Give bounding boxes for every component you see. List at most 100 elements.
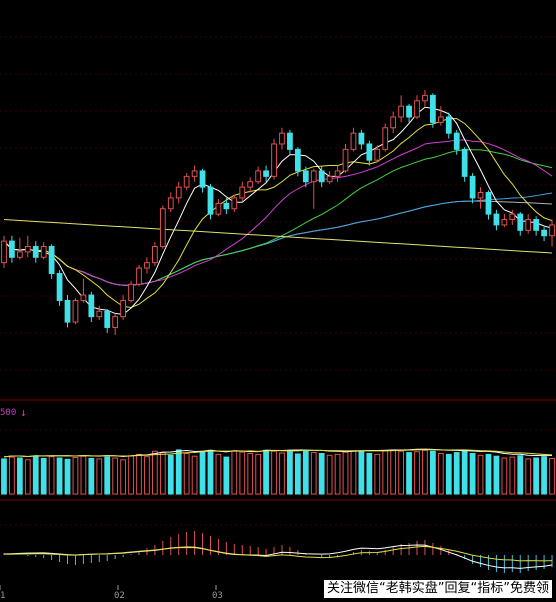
candle-body [287, 132, 293, 150]
volume-bar [350, 450, 357, 495]
volume-bar [64, 458, 71, 495]
volume-bar [453, 452, 460, 495]
candle-body [215, 202, 222, 215]
candle-body [342, 148, 349, 172]
x-tick-label: 1 [0, 591, 6, 601]
candle-body [175, 186, 182, 199]
volume-bar [501, 457, 508, 495]
volume-bar [207, 449, 214, 495]
volume-bar [493, 455, 500, 495]
candle-body [247, 181, 254, 188]
candle-body [525, 219, 532, 231]
x-tick-label: 03 [212, 591, 223, 601]
candle-body [422, 94, 428, 102]
macd-dea-line [3, 545, 553, 562]
volume-bar [445, 453, 452, 495]
volume-bar [390, 449, 397, 495]
down-arrow-icon: ↓ [20, 406, 27, 419]
candle-body [453, 132, 460, 150]
candle-body [493, 213, 500, 226]
volume-bar [16, 457, 23, 495]
candle-body [40, 245, 47, 258]
candle-body [509, 213, 516, 221]
volume-bar [533, 457, 540, 495]
candle-body [469, 175, 476, 199]
ma-250-line [3, 219, 553, 254]
candle-body [271, 143, 277, 177]
macd-dif-line [3, 544, 553, 569]
volume-bar [374, 453, 381, 495]
volume-bar [191, 455, 198, 495]
volume-bar [366, 453, 373, 495]
candle-body [390, 116, 397, 129]
candle-body [239, 186, 246, 199]
candle-body [406, 105, 412, 118]
volume-bar [414, 451, 420, 495]
volume-bar [302, 449, 309, 495]
volume-bar [294, 453, 301, 495]
candle-body [485, 192, 492, 215]
candle-body [549, 224, 555, 237]
volume-bar [32, 455, 39, 495]
volume-bar [358, 451, 365, 495]
volume-bar [88, 457, 95, 495]
candle-body [88, 294, 95, 318]
candle-body [310, 170, 317, 183]
volume-bar [223, 456, 230, 495]
volume-bar [517, 455, 524, 495]
volume-bar [136, 453, 142, 495]
candle-body [128, 283, 134, 301]
candle-body [183, 175, 190, 188]
volume-bar [255, 453, 262, 495]
candle-body [136, 267, 142, 285]
volume-panel-label: 500 [0, 408, 17, 418]
volume-bar [183, 453, 190, 495]
candle-body [207, 186, 214, 215]
volume-bar [287, 451, 293, 495]
volume-bar [549, 457, 555, 495]
candle-body [64, 299, 71, 323]
volume-bar [128, 455, 134, 495]
candle-body [120, 299, 126, 318]
volume-bar [56, 457, 63, 495]
volume-bar [541, 456, 547, 495]
volume-bar [80, 455, 87, 495]
volume-bar [247, 453, 254, 495]
volume-bar [239, 451, 246, 495]
ma-120-line [3, 200, 553, 286]
volume-bar [112, 457, 119, 495]
candle-body [263, 170, 269, 177]
candle-body [430, 94, 436, 123]
ma-10-line [3, 118, 553, 308]
volume-bar [279, 452, 285, 495]
volume-bar [477, 454, 484, 495]
volume-ma-line [3, 449, 553, 458]
candle-body [152, 245, 158, 264]
candle-body [104, 310, 111, 328]
volume-bar [461, 450, 468, 495]
candle-body [9, 240, 15, 258]
candle-body [414, 100, 420, 118]
volume-bar [310, 452, 317, 495]
volume-bar [40, 457, 47, 495]
candle-body [96, 310, 103, 318]
volume-bar [9, 456, 15, 495]
candle-body [541, 229, 547, 237]
volume-bar [485, 453, 492, 495]
volume-bar [382, 450, 389, 495]
candle-body [358, 132, 365, 145]
candle-body [302, 170, 309, 183]
candle-body [231, 197, 238, 210]
candle-body [167, 197, 174, 210]
candle-body [191, 170, 198, 177]
volume-bar [72, 457, 79, 495]
candle-body [80, 294, 87, 301]
volume-bar [398, 450, 404, 495]
volume-bar [469, 453, 476, 495]
volume-bar [48, 456, 55, 495]
candle-body [223, 202, 230, 210]
candle-body [24, 245, 31, 253]
volume-bar [263, 449, 269, 495]
volume-bar [525, 458, 532, 495]
